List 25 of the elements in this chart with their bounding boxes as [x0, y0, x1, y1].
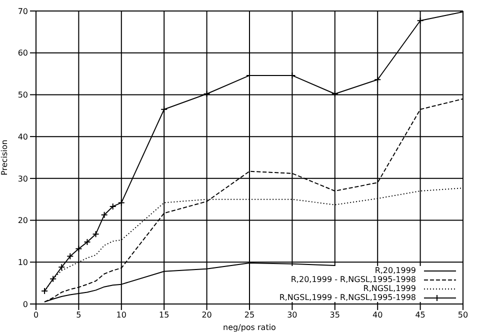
legend-label: R,20,1999 - R,NGSL,1995-1998 — [290, 275, 416, 284]
y-tick-label: 40 — [18, 132, 28, 142]
x-tick-label: 30 — [287, 310, 298, 320]
x-tick-label: 25 — [244, 310, 255, 320]
x-tick-label: 45 — [415, 310, 426, 320]
y-tick-label: 70 — [18, 6, 28, 16]
y-tick-label: 60 — [18, 48, 28, 58]
x-tick-label: 5 — [76, 310, 82, 320]
y-axis-title: Precision — [0, 140, 9, 176]
y-tick-label: 0 — [22, 300, 28, 309]
x-tick-label: 0 — [33, 310, 39, 320]
y-tick-label: 30 — [18, 174, 28, 184]
y-tick-label: 10 — [18, 258, 28, 267]
legend-label: R,20,1999 — [374, 266, 416, 275]
x-tick-label: 50 — [458, 310, 468, 320]
x-tick-label: 10 — [116, 310, 126, 320]
x-tick-label: 20 — [202, 310, 212, 320]
x-axis-title: neg/pos ratio — [223, 323, 276, 332]
y-tick-label: 20 — [18, 216, 28, 226]
x-tick-label: 15 — [159, 310, 170, 320]
legend-label: R,NGSL,1999 — [363, 284, 416, 293]
x-tick-label: 35 — [330, 310, 340, 320]
x-tick-label: 40 — [372, 310, 383, 320]
y-tick-label: 50 — [18, 90, 28, 100]
legend-label: R,NGSL,1999 - R,NGSL,1995-1998 — [279, 293, 416, 302]
